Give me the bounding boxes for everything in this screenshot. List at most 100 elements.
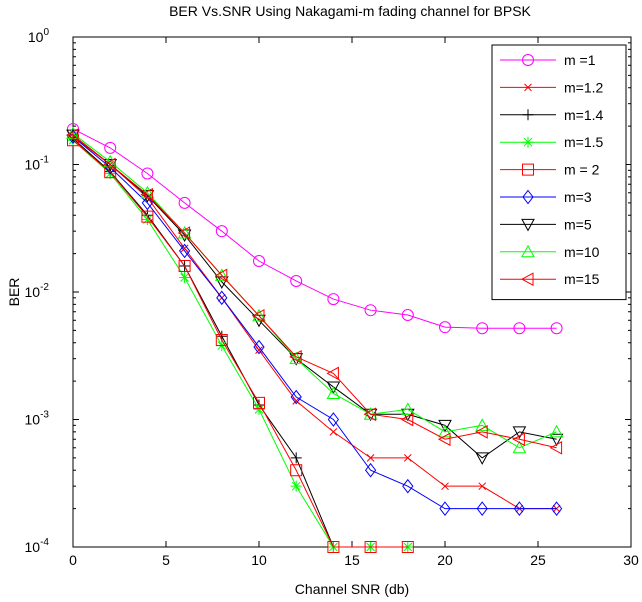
data-point xyxy=(141,214,153,226)
data-point xyxy=(439,321,451,334)
y-tick-label: 100 xyxy=(28,27,50,45)
data-point xyxy=(252,308,266,322)
legend-label: m=10 xyxy=(564,244,600,260)
data-point xyxy=(255,346,263,354)
legend: m =1 m=1.2 m=1.4 m=1.5 m = 2 m=3 m=5 m=10 m=15 xyxy=(491,44,627,301)
legend-item: m =1 xyxy=(500,52,596,68)
x-tick-label: 20 xyxy=(437,552,453,568)
series-0 xyxy=(67,122,563,335)
legend-box xyxy=(491,44,627,301)
legend-item: m=1.2 xyxy=(500,79,604,95)
series-line xyxy=(72,136,557,510)
data-point xyxy=(475,418,490,431)
legend-label: m=5 xyxy=(564,216,592,232)
data-point xyxy=(521,244,535,258)
data-point xyxy=(364,541,377,553)
data-point xyxy=(290,452,302,464)
data-point xyxy=(476,322,489,335)
legend-label: m=15 xyxy=(564,271,600,287)
data-point xyxy=(214,268,229,281)
series-8 xyxy=(65,128,563,455)
x-axis-label: Channel SNR (db) xyxy=(295,581,409,597)
data-point xyxy=(180,244,189,253)
data-point xyxy=(253,339,265,355)
data-point xyxy=(290,480,302,492)
chart-title: BER Vs.SNR Using Nakagami-m fading chann… xyxy=(169,3,531,19)
data-point xyxy=(141,210,154,223)
x-tick-label: 5 xyxy=(162,552,170,568)
data-point xyxy=(327,293,340,306)
data-point xyxy=(520,272,534,287)
data-point xyxy=(439,501,451,516)
data-point xyxy=(103,159,118,172)
legend-item: m=1.5 xyxy=(500,134,604,150)
legend-label: m=1.2 xyxy=(564,79,604,95)
data-point xyxy=(401,309,414,322)
data-point xyxy=(513,322,526,335)
data-point xyxy=(402,478,414,494)
data-point xyxy=(326,366,339,381)
legend-item: m=3 xyxy=(500,189,592,205)
data-point xyxy=(549,424,564,438)
data-point xyxy=(513,501,526,516)
legend-label: m=1.5 xyxy=(564,134,604,150)
data-point xyxy=(522,189,534,205)
data-point xyxy=(475,425,488,439)
data-point xyxy=(363,407,377,422)
data-point xyxy=(214,268,228,283)
data-point xyxy=(476,501,488,516)
data-point xyxy=(522,54,534,66)
data-point xyxy=(403,454,412,462)
data-point xyxy=(215,225,228,238)
data-point xyxy=(549,440,563,455)
data-point xyxy=(289,350,302,364)
data-point xyxy=(522,136,534,148)
data-point xyxy=(140,187,153,202)
data-point xyxy=(214,276,229,289)
data-point xyxy=(522,109,534,121)
data-point xyxy=(401,541,414,553)
data-point xyxy=(216,290,228,306)
y-tick-label: 10-2 xyxy=(25,282,50,300)
data-point xyxy=(329,428,338,436)
legend-label: m =1 xyxy=(564,52,596,68)
data-point xyxy=(290,274,303,287)
data-point xyxy=(178,243,191,259)
data-point xyxy=(478,482,487,491)
data-point xyxy=(521,218,535,232)
data-point xyxy=(177,226,191,240)
legend-item: m=5 xyxy=(500,216,592,232)
legend-label: m=1.4 xyxy=(564,107,604,123)
data-point xyxy=(253,403,265,415)
data-point xyxy=(326,386,341,399)
data-point xyxy=(253,396,265,409)
legend-label: m = 2 xyxy=(564,162,600,178)
data-point xyxy=(327,541,340,553)
data-point xyxy=(178,196,191,209)
legend-item: m = 2 xyxy=(500,162,600,178)
data-point xyxy=(178,259,191,272)
y-tick-label: 10-4 xyxy=(25,537,50,555)
data-point xyxy=(475,452,490,465)
data-point xyxy=(364,304,377,317)
data-point xyxy=(550,322,563,335)
x-tick-label: 25 xyxy=(530,552,546,568)
data-point xyxy=(550,501,563,516)
data-point xyxy=(549,433,564,447)
data-point xyxy=(400,412,414,427)
data-point xyxy=(438,424,452,438)
y-axis: 10-4 10-3 10-2 10-1 100 xyxy=(25,27,631,555)
legend-label: m=3 xyxy=(564,189,592,205)
data-point xyxy=(215,334,228,347)
legend-item: m=10 xyxy=(500,244,600,260)
legend-item: m=1.4 xyxy=(500,107,604,123)
x-tick-label: 15 xyxy=(344,552,360,568)
data-point xyxy=(179,271,191,283)
x-axis: 0 5 10 15 20 25 30 xyxy=(69,37,639,568)
data-point xyxy=(251,309,265,323)
series-line xyxy=(72,139,408,548)
data-point xyxy=(327,412,340,427)
data-point xyxy=(104,141,117,154)
data-point xyxy=(364,462,377,478)
